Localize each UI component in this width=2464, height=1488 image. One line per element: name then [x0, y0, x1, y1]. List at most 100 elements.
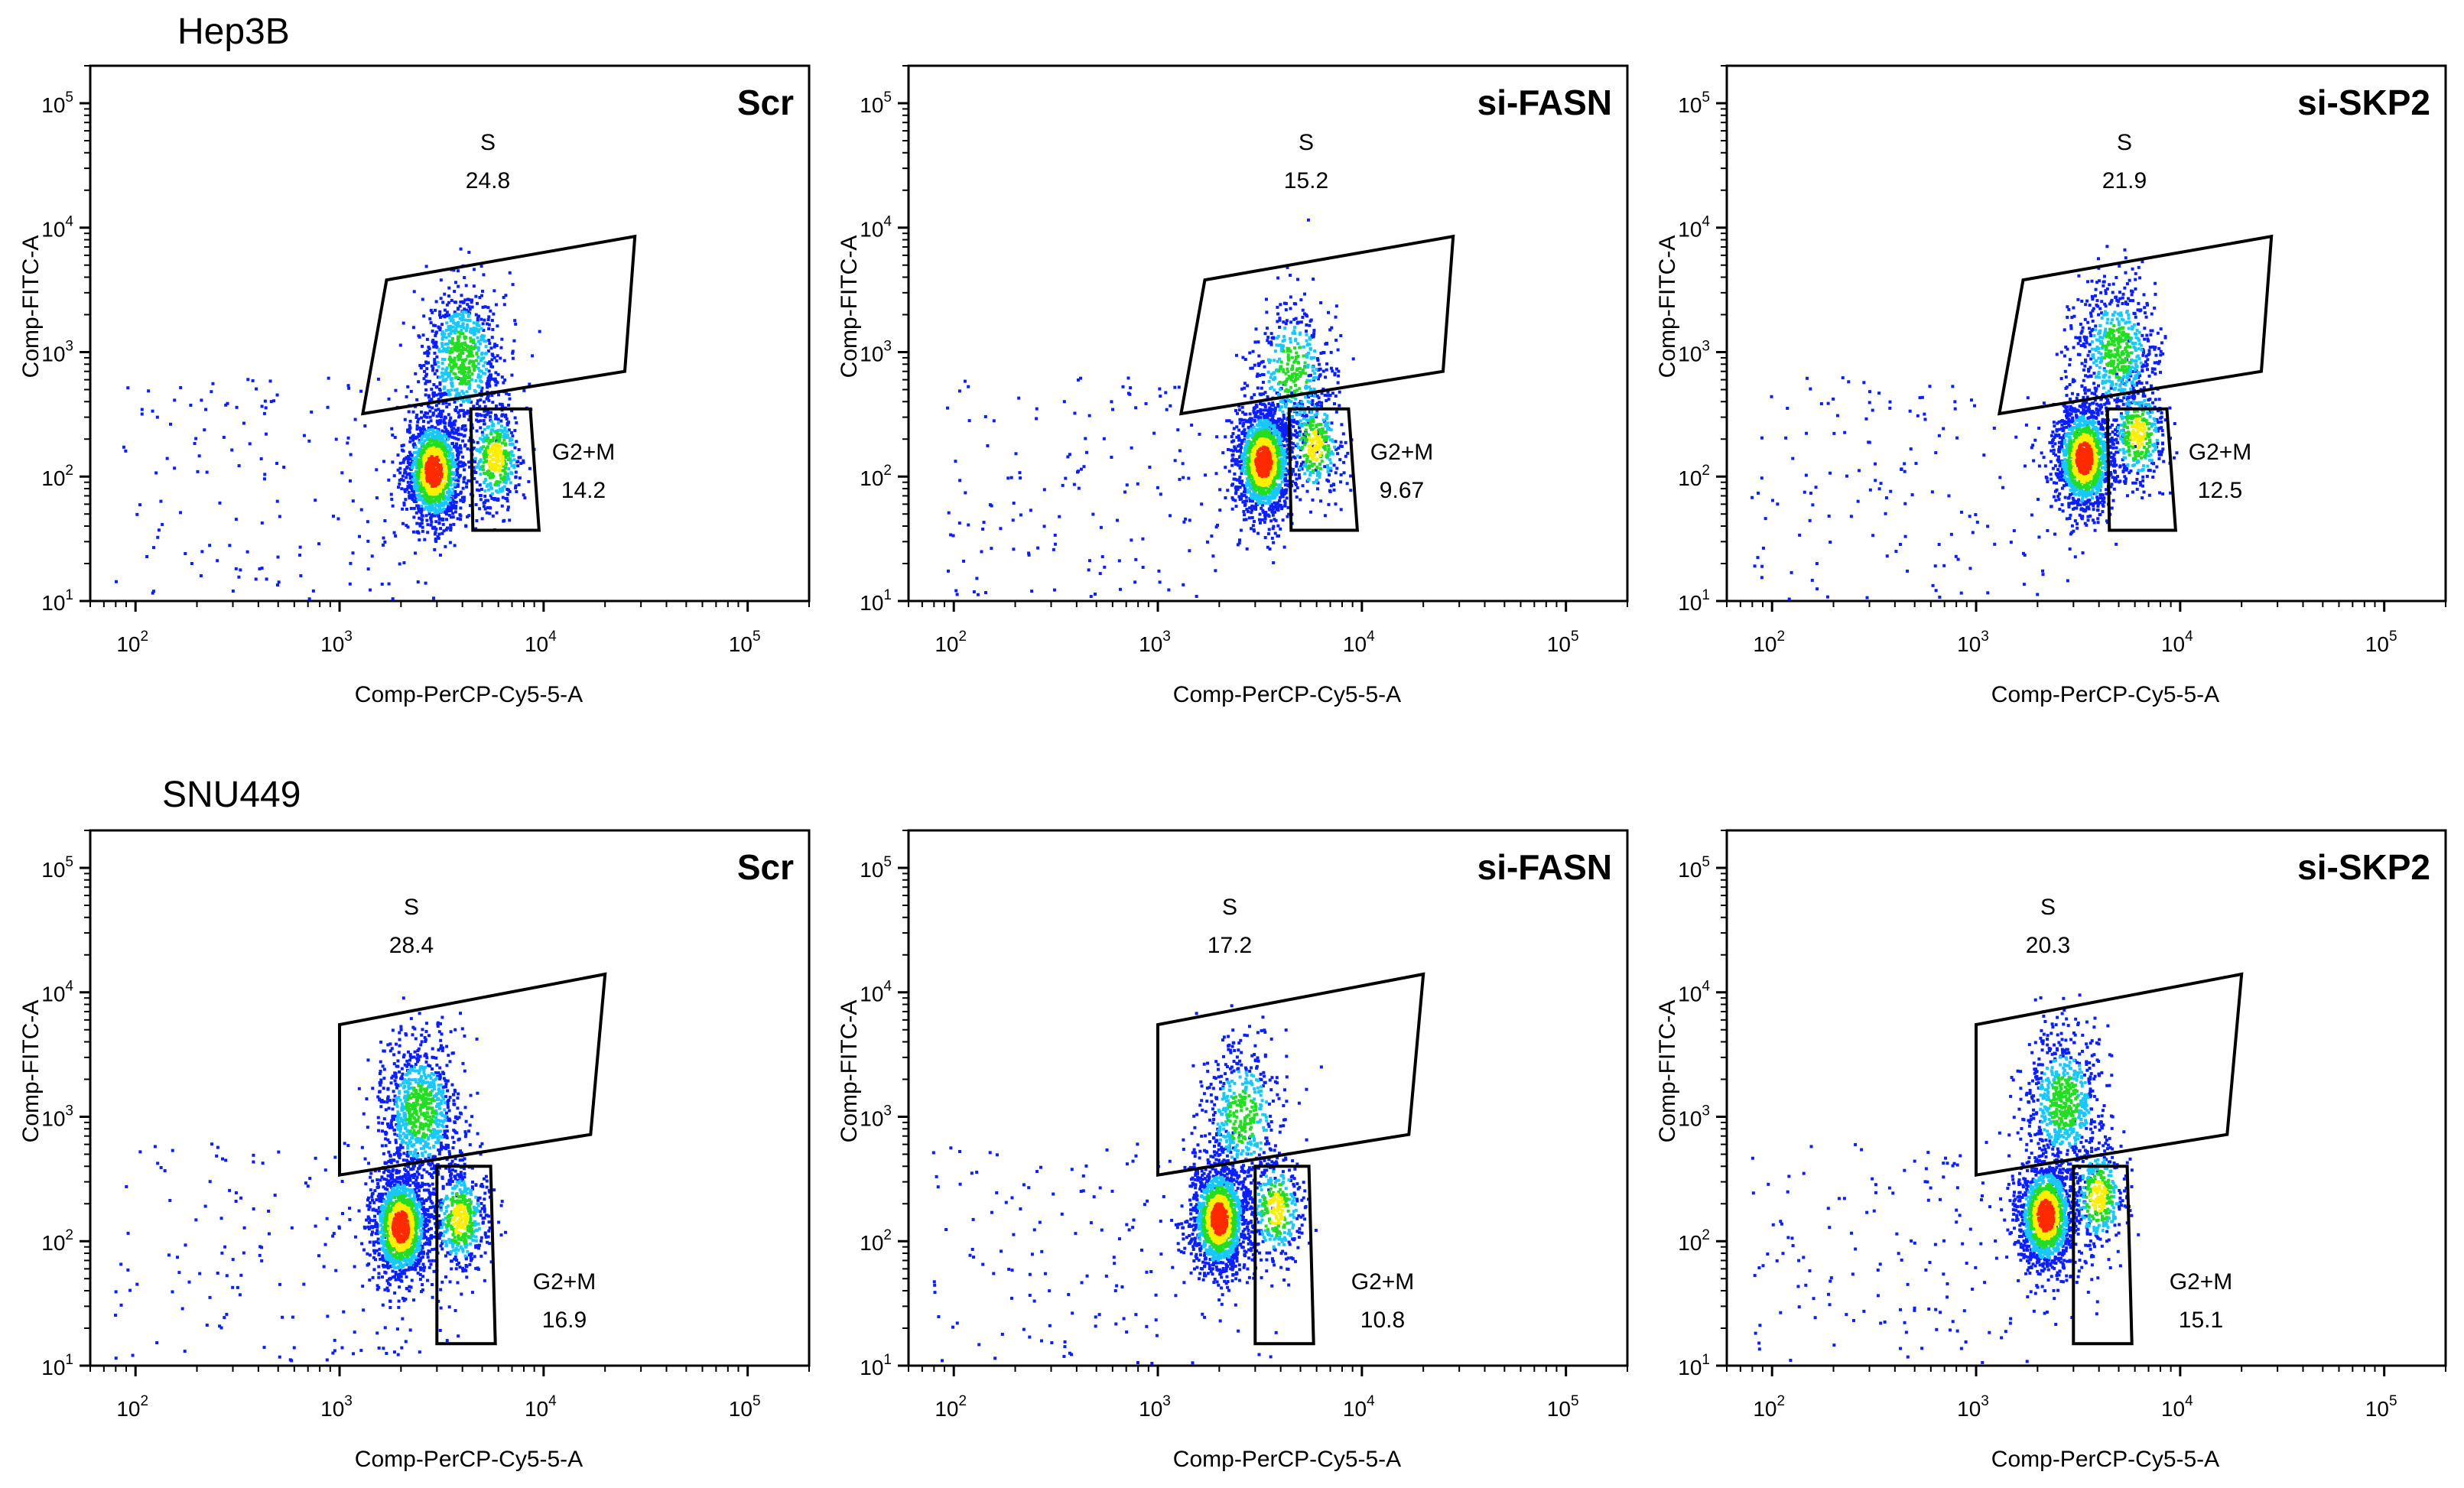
- data-point: [1307, 448, 1311, 452]
- data-point: [1243, 499, 1247, 503]
- data-point: [457, 349, 460, 353]
- data-point: [1311, 369, 1315, 372]
- data-point: [414, 416, 418, 420]
- scatter-points: [115, 247, 541, 601]
- data-point: [1273, 510, 1277, 514]
- data-point: [1237, 479, 1241, 482]
- data-point: [457, 460, 461, 464]
- data-point: [1242, 421, 1246, 425]
- data-point: [1266, 370, 1270, 374]
- data-point: [426, 531, 430, 534]
- data-point: [1327, 502, 1331, 506]
- data-point: [1305, 468, 1309, 472]
- data-point: [419, 517, 423, 521]
- data-point: [1246, 384, 1250, 388]
- data-point: [494, 455, 498, 459]
- data-point: [986, 443, 990, 447]
- data-point: [456, 314, 460, 317]
- data-point: [408, 496, 411, 500]
- data-point: [441, 444, 445, 448]
- data-point: [1239, 528, 1243, 532]
- data-point: [1318, 427, 1321, 431]
- data-point: [402, 560, 406, 564]
- data-point: [465, 308, 469, 312]
- data-point: [1279, 468, 1283, 472]
- data-point: [151, 590, 155, 593]
- data-point: [494, 371, 498, 375]
- data-point: [488, 384, 492, 388]
- data-point: [479, 327, 483, 330]
- data-point: [1261, 492, 1265, 496]
- data-point: [496, 324, 499, 328]
- data-point: [307, 439, 311, 443]
- data-point: [1264, 486, 1268, 490]
- data-point: [1030, 590, 1034, 593]
- data-point: [218, 501, 222, 505]
- data-point: [1275, 391, 1279, 395]
- data-point: [474, 378, 478, 382]
- data-point: [486, 377, 490, 381]
- data-point: [298, 554, 302, 557]
- data-point: [1308, 421, 1312, 424]
- data-point: [454, 473, 458, 476]
- data-point: [1234, 353, 1238, 357]
- data-point: [469, 336, 473, 340]
- data-point: [511, 351, 515, 355]
- data-point: [459, 464, 463, 468]
- data-point: [1325, 417, 1328, 421]
- data-point: [1277, 430, 1281, 434]
- data-point: [1308, 347, 1312, 351]
- data-point: [448, 372, 452, 376]
- data-point: [1250, 499, 1254, 503]
- data-point: [1292, 317, 1296, 321]
- data-point: [456, 471, 460, 475]
- data-point: [495, 359, 499, 362]
- data-point: [453, 408, 457, 411]
- data-point: [1286, 397, 1289, 401]
- data-point: [1326, 450, 1330, 453]
- data-point: [1289, 400, 1293, 404]
- data-point: [346, 384, 350, 388]
- data-point: [1265, 310, 1269, 314]
- data-point: [433, 514, 437, 518]
- data-point: [484, 436, 488, 440]
- data-point: [473, 333, 476, 336]
- data-point: [509, 471, 513, 475]
- data-point: [1299, 430, 1302, 434]
- data-point: [433, 547, 437, 551]
- data-point: [1200, 502, 1204, 506]
- data-point: [466, 379, 470, 383]
- data-point: [467, 514, 471, 518]
- data-point: [401, 521, 405, 525]
- data-point: [1276, 305, 1279, 309]
- data-point: [432, 465, 436, 469]
- data-point: [1264, 433, 1268, 437]
- data-point: [1300, 467, 1304, 471]
- data-point: [476, 328, 480, 332]
- data-point: [1296, 342, 1300, 346]
- data-point: [442, 452, 446, 456]
- data-point: [1349, 489, 1353, 492]
- data-point: [1338, 458, 1342, 462]
- data-point: [492, 378, 496, 382]
- data-point: [1238, 421, 1242, 425]
- data-point: [453, 483, 457, 487]
- data-point: [1313, 404, 1317, 408]
- data-point: [438, 327, 442, 330]
- data-point: [1240, 439, 1244, 443]
- data-point: [1052, 588, 1056, 592]
- gate-label-g2m: G2+M: [552, 440, 616, 465]
- data-point: [1292, 329, 1296, 333]
- data-point: [216, 559, 219, 563]
- data-point: [453, 344, 457, 348]
- data-point: [224, 403, 228, 407]
- data-point: [1250, 366, 1254, 370]
- data-point: [1218, 488, 1222, 492]
- data-point: [1308, 373, 1312, 377]
- data-point: [443, 502, 447, 505]
- data-point: [237, 464, 241, 468]
- data-point: [1294, 302, 1298, 306]
- data-point: [151, 546, 155, 550]
- data-point: [405, 465, 409, 469]
- data-point: [445, 350, 449, 354]
